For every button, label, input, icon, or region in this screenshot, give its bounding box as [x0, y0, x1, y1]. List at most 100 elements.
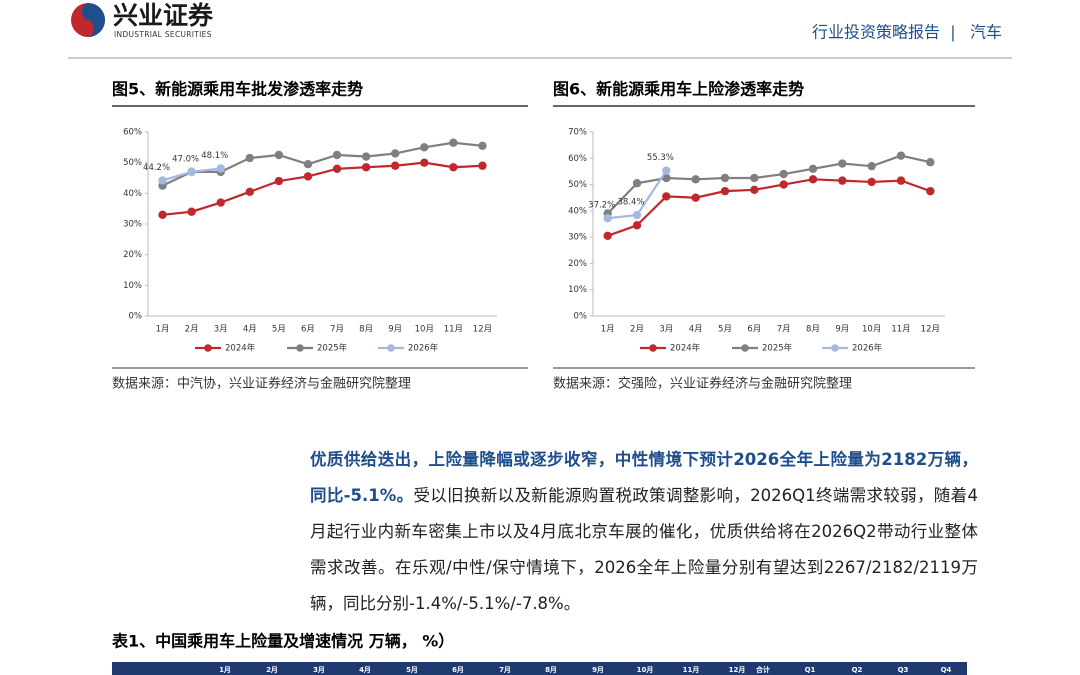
x-tick-label: 8月 [359, 325, 373, 335]
data-point [691, 175, 700, 184]
separator: | [950, 23, 955, 42]
data-point [926, 158, 935, 167]
data-label: 48.1% [201, 151, 228, 161]
data-point [216, 164, 225, 173]
data-point [332, 150, 342, 160]
table-header-cell: 合计 [755, 665, 770, 674]
y-tick-label: 50% [123, 158, 142, 168]
data-point [750, 173, 759, 183]
legend-marker [387, 344, 395, 352]
x-tick-label: 6月 [301, 325, 315, 335]
data-point [750, 185, 759, 195]
y-tick-label: 30% [568, 233, 587, 243]
x-tick-label: 12月 [473, 325, 492, 335]
x-tick-label: 5月 [718, 325, 732, 335]
y-tick-label: 60% [568, 154, 587, 164]
data-point [808, 164, 818, 173]
data-point [187, 207, 196, 216]
y-tick-label: 20% [568, 259, 587, 269]
data-point [420, 143, 429, 152]
series-line [162, 141, 483, 187]
x-tick-label: 2月 [185, 325, 199, 335]
data-point [603, 214, 612, 223]
y-tick-label: 40% [123, 189, 142, 199]
y-tick-label: 30% [123, 220, 142, 230]
table-header-cell: Q4 [941, 666, 952, 674]
data-point [691, 193, 700, 202]
data-point [187, 167, 196, 177]
table-header-cell: 6月 [452, 666, 464, 674]
brand-en: INDUSTRIAL SECURITIES [114, 30, 212, 39]
data-label: 44.2% [143, 163, 170, 173]
paragraph: 优质供给迭出，上险量降幅或逐步收窄，中性情境下预计2026全年上险量为2182万… [310, 442, 978, 622]
x-tick-label: 3月 [214, 325, 228, 335]
y-tick-label: 0% [574, 312, 588, 322]
legend-label: 2024年 [225, 343, 256, 354]
data-point [158, 210, 167, 219]
y-tick-label: 50% [568, 180, 587, 190]
table-header-band [112, 662, 967, 675]
data-point [808, 175, 818, 184]
data-point [896, 176, 906, 185]
data-point [779, 169, 788, 179]
data-point [245, 187, 254, 196]
x-tick-label: 2月 [630, 325, 644, 335]
data-point [332, 164, 342, 173]
data-point [867, 177, 876, 187]
x-tick-label: 9月 [835, 325, 849, 335]
series-line [607, 178, 931, 237]
data-point [216, 198, 225, 207]
x-tick-label: 6月 [747, 325, 761, 335]
data-label: 47.0% [172, 154, 199, 164]
table-header-cell: 4月 [359, 666, 371, 674]
data-label: 37.2% [588, 201, 615, 211]
table-header-cell: 5月 [406, 666, 418, 674]
data-point [632, 210, 642, 220]
data-point [158, 176, 167, 185]
data-point [391, 149, 400, 158]
table-header-cell: 8月 [545, 666, 557, 674]
x-tick-label: 10月 [862, 325, 881, 335]
y-tick-label: 10% [568, 285, 587, 295]
legend-label: 2025年 [317, 343, 348, 354]
chart-title: 图5、新能源乘用车批发渗透率走势 [112, 80, 363, 99]
data-point [662, 173, 671, 183]
data-point [420, 158, 429, 167]
x-tick-label: 10月 [415, 325, 434, 335]
x-tick-label: 12月 [921, 325, 940, 335]
x-tick-label: 4月 [243, 325, 257, 335]
y-tick-label: 40% [568, 206, 587, 216]
data-point [779, 180, 788, 189]
data-point [361, 163, 371, 172]
source-note: 数据来源：交强险，兴业证券经济与金融研究院整理 [553, 376, 852, 392]
table-header-cell: 1月 [219, 666, 231, 674]
data-point [632, 221, 642, 230]
x-tick-label: 7月 [330, 325, 344, 335]
table-header-cell: Q2 [852, 666, 863, 674]
data-point [245, 153, 254, 163]
table-header-cell: Q3 [898, 666, 909, 674]
data-point [361, 152, 371, 161]
legend-marker [649, 344, 657, 352]
data-point [926, 186, 935, 196]
data-point [720, 186, 730, 196]
x-tick-label: 11月 [444, 325, 463, 335]
report-type: 行业投资策略报告 [812, 23, 940, 42]
series-line [162, 161, 483, 216]
y-tick-label: 70% [568, 128, 587, 138]
data-label: 38.4% [617, 198, 644, 208]
data-point [274, 176, 284, 186]
brand: 兴业证券 [113, 1, 214, 30]
table-header-cell: 10月 [637, 666, 654, 674]
x-tick-label: 7月 [777, 325, 791, 335]
legend-marker [204, 344, 212, 352]
data-point [632, 179, 642, 188]
data-point [720, 173, 730, 183]
legend-label: 2026年 [408, 343, 439, 354]
data-point [303, 160, 313, 169]
data-point [274, 150, 284, 160]
y-tick-label: 0% [129, 312, 143, 322]
data-point [303, 172, 313, 181]
data-point [662, 192, 671, 201]
x-tick-label: 8月 [806, 325, 820, 335]
